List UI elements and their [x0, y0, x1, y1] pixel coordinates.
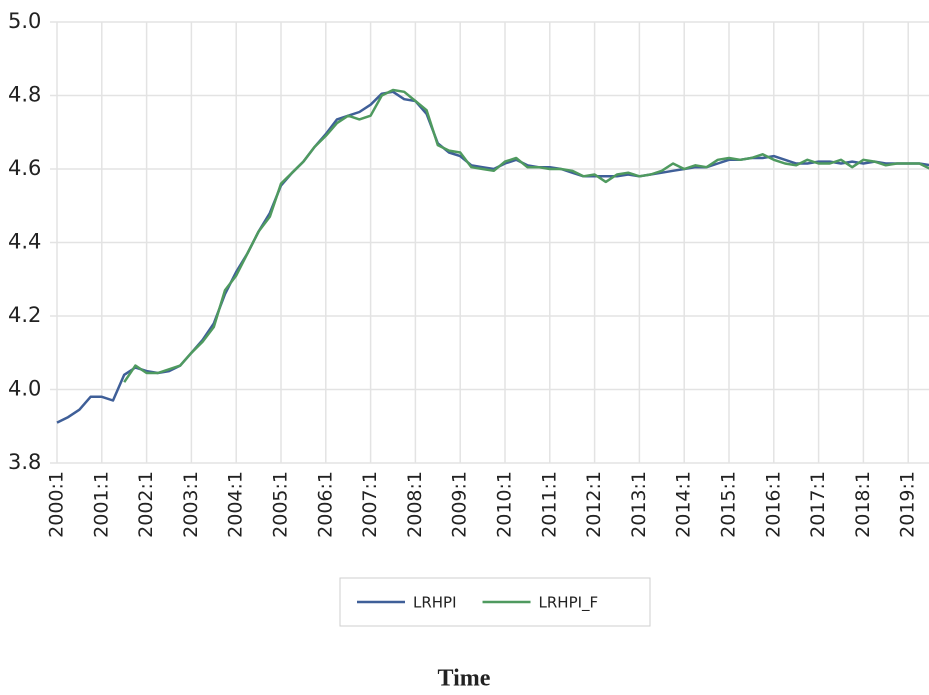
- series-line: [56, 90, 929, 424]
- x-tick-label: 2017:1: [807, 471, 829, 538]
- y-tick-label: 5.0: [8, 9, 41, 33]
- x-tick-label: 2006:1: [314, 471, 336, 538]
- y-tick-label: 3.8: [8, 450, 41, 474]
- x-tick-label: 2002:1: [135, 471, 157, 538]
- x-tick-label: 2013:1: [628, 471, 650, 538]
- y-tick-label: 4.8: [8, 83, 41, 107]
- y-tick-label: 4.4: [8, 230, 41, 254]
- legend-label: LRHPI: [413, 594, 457, 612]
- x-tick-label: 2009:1: [449, 471, 471, 538]
- x-tick-label: 2004:1: [225, 471, 247, 538]
- series-line: [123, 88, 929, 383]
- y-tick-label: 4.2: [8, 303, 41, 327]
- x-tick-label: 2005:1: [270, 471, 292, 538]
- x-tick-label: 2000:1: [46, 471, 68, 538]
- x-tick-label: 2018:1: [852, 471, 874, 538]
- x-tick-label: 2012:1: [583, 471, 605, 538]
- x-tick-label: 2016:1: [762, 471, 784, 538]
- x-tick-label: 2015:1: [718, 471, 740, 538]
- x-tick-label: 2001:1: [90, 471, 112, 538]
- x-tick-label: 2019:1: [897, 471, 919, 538]
- x-axis-title: Time: [438, 666, 491, 692]
- x-tick-label: 2007:1: [359, 471, 381, 538]
- y-tick-label: 4.0: [8, 377, 41, 401]
- x-tick-label: 2010:1: [494, 471, 516, 538]
- y-tick-label: 4.6: [8, 156, 41, 180]
- x-tick-label: 2008:1: [404, 471, 426, 538]
- legend-label: LRHPI_F: [539, 594, 599, 613]
- x-tick-label: 2014:1: [673, 471, 695, 538]
- x-tick-label: 2003:1: [180, 471, 202, 538]
- x-tick-label: 2011:1: [538, 471, 560, 538]
